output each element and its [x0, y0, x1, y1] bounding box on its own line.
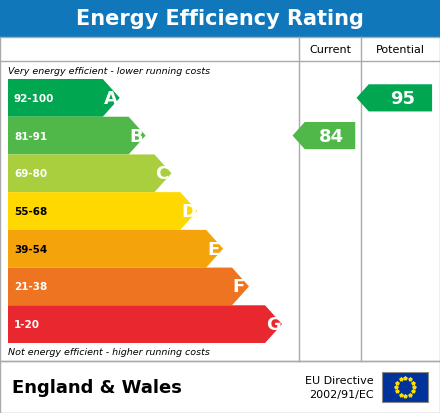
- Text: 55-68: 55-68: [14, 206, 47, 216]
- Bar: [0, 38, 440, 361]
- Text: 21-38: 21-38: [14, 282, 47, 292]
- Text: D: D: [181, 202, 196, 221]
- Text: Potential: Potential: [376, 45, 425, 55]
- Polygon shape: [8, 117, 146, 155]
- Text: 92-100: 92-100: [14, 94, 55, 104]
- Polygon shape: [293, 123, 355, 150]
- Text: 1-20: 1-20: [14, 319, 40, 329]
- Polygon shape: [8, 80, 120, 117]
- Text: Energy Efficiency Rating: Energy Efficiency Rating: [76, 9, 364, 29]
- Text: Current: Current: [309, 45, 351, 55]
- Bar: [0, 361, 440, 413]
- Text: A: A: [104, 90, 117, 108]
- Polygon shape: [8, 306, 282, 343]
- Polygon shape: [356, 85, 432, 112]
- Text: F: F: [233, 278, 245, 296]
- Text: Very energy efficient - lower running costs: Very energy efficient - lower running co…: [8, 66, 210, 75]
- Text: 39-54: 39-54: [14, 244, 47, 254]
- Bar: [382, 372, 428, 402]
- Text: G: G: [266, 316, 281, 333]
- Polygon shape: [8, 155, 172, 193]
- Text: B: B: [129, 127, 143, 145]
- Text: 81-91: 81-91: [14, 131, 47, 141]
- Text: 95: 95: [390, 90, 415, 108]
- Text: Not energy efficient - higher running costs: Not energy efficient - higher running co…: [8, 348, 210, 357]
- Text: EU Directive: EU Directive: [305, 375, 374, 385]
- Text: E: E: [207, 240, 219, 258]
- Text: 69-80: 69-80: [14, 169, 47, 179]
- Text: C: C: [155, 165, 169, 183]
- Polygon shape: [8, 193, 197, 230]
- Polygon shape: [8, 230, 223, 268]
- Text: 2002/91/EC: 2002/91/EC: [309, 389, 374, 399]
- Polygon shape: [8, 268, 249, 306]
- Text: 84: 84: [319, 127, 345, 145]
- Text: England & Wales: England & Wales: [12, 378, 182, 396]
- Bar: [0, 0, 440, 38]
